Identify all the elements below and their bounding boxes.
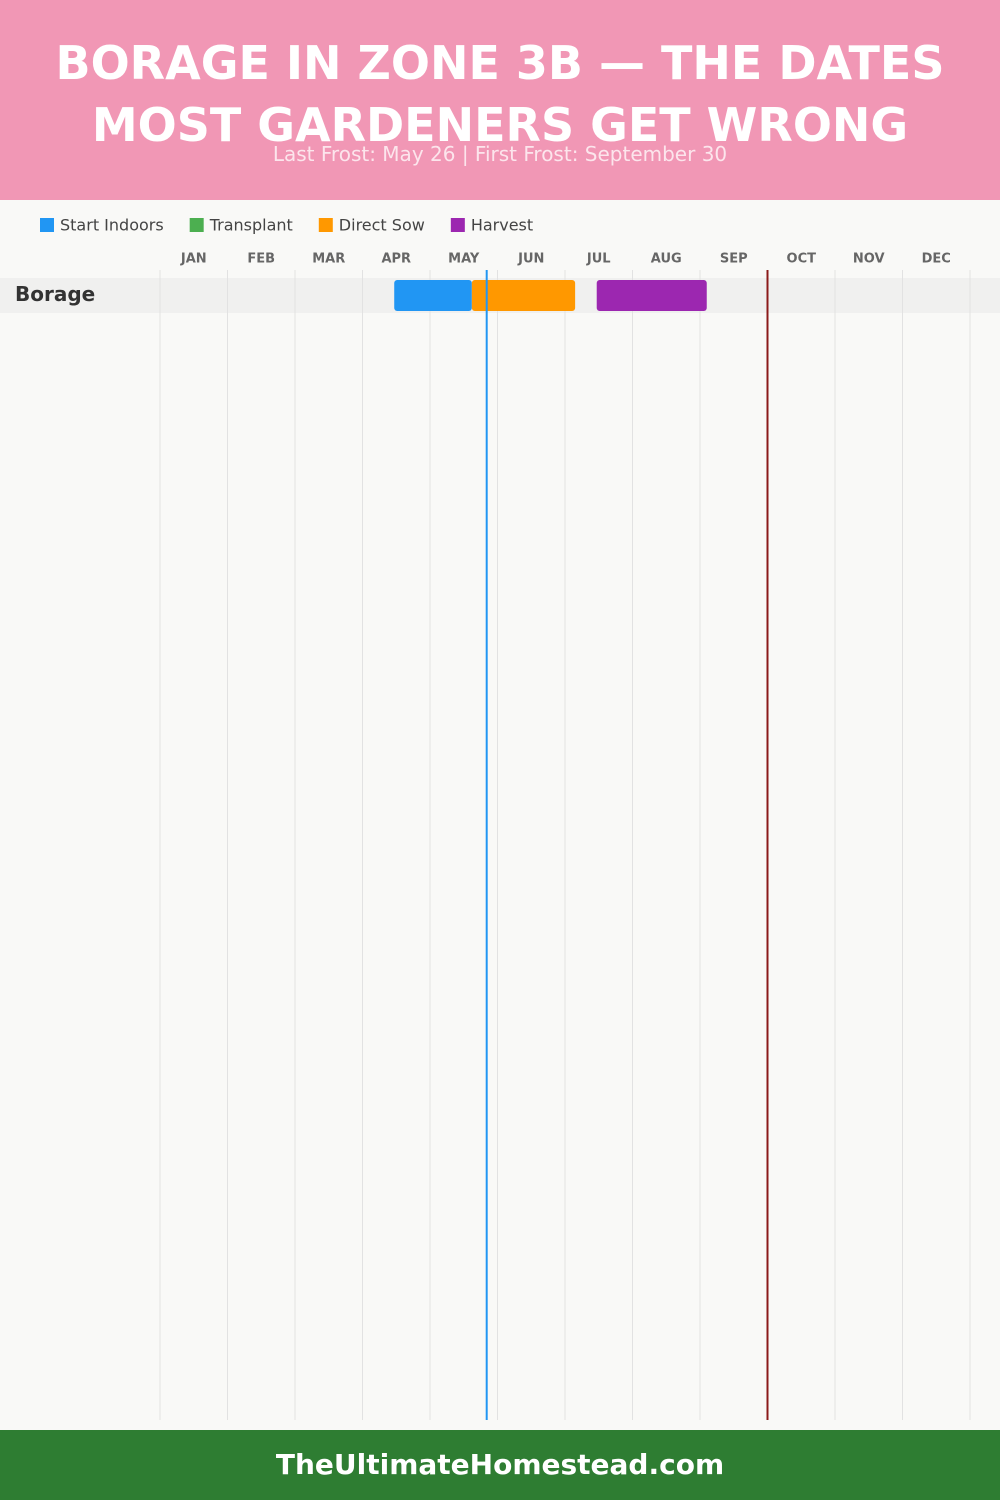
range-bar — [394, 280, 472, 311]
x-tick-label: OCT — [787, 252, 817, 267]
footer: TheUltimateHomestead.com — [0, 1430, 1000, 1500]
row-label: Borage — [15, 282, 95, 306]
x-tick-label: NOV — [853, 252, 885, 267]
chart-subtitle: Last Frost: May 26 | First Frost: Septem… — [272, 142, 728, 166]
range-bar — [471, 280, 576, 311]
range-bar — [596, 280, 707, 311]
legend-swatch — [318, 218, 333, 232]
chart-title: BORAGE IN ZONE 3B — THE DATES MOST GARDE… — [55, 36, 945, 152]
chart: Start Indoors Transplant Direct Sow Harvest… — [0, 216, 1000, 1420]
header: BORAGE IN ZONE 3B — THE DATES MOST GARDE… — [0, 0, 1000, 200]
x-tick-label: JAN — [180, 252, 207, 267]
legend-label: Transplant — [209, 216, 293, 235]
x-tick-label: JUN — [517, 252, 544, 267]
x-tick-label: AUG — [651, 252, 682, 267]
legend-swatch — [40, 218, 54, 232]
x-tick-label: JUL — [586, 252, 611, 267]
x-tick-label: MAY — [448, 252, 480, 267]
x-tick-label: DEC — [922, 252, 951, 267]
legend-label: Harvest — [471, 216, 533, 235]
x-tick-label: FEB — [247, 252, 275, 267]
x-tick-label: MAR — [312, 252, 345, 267]
x-tick-label: APR — [381, 252, 411, 267]
legend-label: Start Indoors — [60, 216, 164, 235]
legend-label: Direct Sow — [339, 216, 425, 235]
legend-swatch — [450, 218, 465, 232]
legend-swatch — [189, 218, 204, 232]
x-tick-label: SEP — [720, 252, 748, 267]
